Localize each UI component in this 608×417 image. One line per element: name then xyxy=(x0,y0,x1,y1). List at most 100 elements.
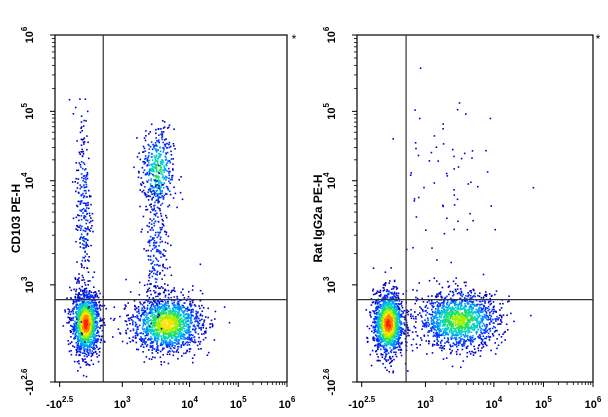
event-dot xyxy=(165,185,168,188)
event-dot xyxy=(83,288,86,290)
event-dot xyxy=(79,312,81,314)
event-dot xyxy=(88,309,91,311)
event-dot xyxy=(90,296,93,298)
event-dot xyxy=(155,128,157,131)
event-dot xyxy=(79,366,82,369)
event-dot xyxy=(85,196,88,198)
event-dot xyxy=(88,256,90,258)
event-dot xyxy=(157,300,160,302)
event-dot xyxy=(387,308,390,310)
event-dot xyxy=(156,310,158,313)
event-dot xyxy=(139,339,142,342)
event-dot xyxy=(85,287,88,290)
event-dot xyxy=(149,187,152,190)
event-dot xyxy=(138,171,140,174)
event-dot xyxy=(96,304,98,306)
event-dot xyxy=(397,296,400,299)
event-dot xyxy=(112,319,115,321)
event-dot xyxy=(83,294,86,296)
event-dot xyxy=(144,313,146,316)
event-dot xyxy=(153,162,155,165)
event-dot xyxy=(152,297,154,299)
event-dot xyxy=(153,224,156,227)
event-dot xyxy=(189,325,191,328)
event-dot xyxy=(164,315,167,318)
event-dot xyxy=(166,193,168,195)
event-dot xyxy=(153,332,155,335)
event-dot xyxy=(82,141,85,144)
event-dot xyxy=(87,280,89,282)
event-dot xyxy=(76,361,79,363)
event-dot xyxy=(80,294,82,296)
event-dot xyxy=(381,356,384,358)
event-dot xyxy=(140,315,142,318)
event-dot xyxy=(83,240,85,243)
event-dot xyxy=(157,345,159,347)
event-dot xyxy=(90,318,93,321)
event-dot xyxy=(144,139,147,142)
event-dot xyxy=(66,322,68,324)
event-dot xyxy=(79,297,81,299)
event-dot xyxy=(69,286,71,289)
event-dot xyxy=(83,257,86,259)
event-dot xyxy=(163,178,165,180)
event-dot xyxy=(192,361,194,364)
event-dot xyxy=(89,343,91,346)
event-dot xyxy=(181,341,184,344)
event-dot xyxy=(386,317,388,320)
event-dot xyxy=(136,332,138,335)
event-dot xyxy=(172,322,175,324)
event-dot xyxy=(162,224,165,227)
event-dot xyxy=(78,151,81,154)
event-dot xyxy=(168,141,171,144)
event-dot xyxy=(188,315,190,317)
event-dot xyxy=(166,187,169,190)
event-dot xyxy=(88,312,91,314)
event-dot xyxy=(394,322,397,324)
event-dot xyxy=(85,202,88,205)
event-dot xyxy=(154,320,157,322)
event-dot xyxy=(93,326,95,328)
event-dot xyxy=(76,313,78,316)
event-dot xyxy=(160,256,162,258)
event-dot xyxy=(96,341,98,344)
event-dot xyxy=(147,279,150,282)
event-dot xyxy=(185,320,188,322)
event-dot xyxy=(159,326,161,328)
event-dot xyxy=(80,236,83,238)
event-dot xyxy=(89,295,91,297)
event-dot xyxy=(169,316,171,319)
event-dot xyxy=(92,363,95,365)
event-dot xyxy=(144,194,147,196)
event-dot xyxy=(375,350,377,353)
event-dot xyxy=(87,354,90,356)
event-dot xyxy=(136,348,138,351)
event-dot xyxy=(84,309,86,312)
event-dot xyxy=(85,308,88,311)
event-dot xyxy=(155,168,158,171)
event-dot xyxy=(93,310,96,313)
event-dot xyxy=(156,347,159,349)
event-dot xyxy=(165,289,167,292)
event-dot xyxy=(103,304,106,307)
event-dot xyxy=(77,339,79,342)
event-dot xyxy=(160,171,163,174)
event-dot xyxy=(96,313,99,315)
event-dot xyxy=(173,323,175,325)
event-dot xyxy=(186,316,189,319)
event-dot xyxy=(161,307,164,309)
event-dot xyxy=(147,156,149,159)
event-dot xyxy=(62,325,65,327)
event-dot xyxy=(85,334,88,337)
event-dot xyxy=(156,333,159,335)
event-dot xyxy=(87,245,90,247)
event-dot xyxy=(182,333,185,336)
event-dot xyxy=(84,322,86,324)
event-dot xyxy=(158,183,160,186)
event-dot xyxy=(140,184,143,186)
event-dot xyxy=(92,342,94,345)
event-dot xyxy=(136,137,138,139)
event-dot xyxy=(78,226,81,229)
event-dot xyxy=(83,303,85,305)
event-dot xyxy=(161,135,164,138)
